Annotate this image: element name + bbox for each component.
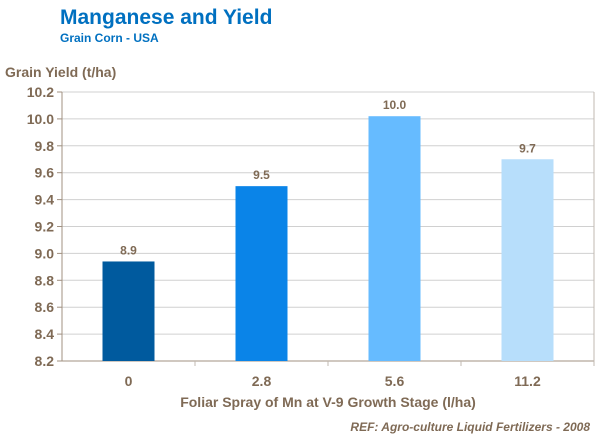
x-tick-label: 2.8 [252,373,272,389]
bar [501,159,554,361]
footnote: REF: Agro-culture Liquid Fertilizers - 2… [350,420,590,434]
y-tick-label: 8.2 [35,353,55,369]
bar [235,186,288,361]
y-tick-label: 10.0 [27,111,54,127]
bar [102,261,155,361]
x-tick-label: 0 [125,373,133,389]
y-tick-label: 9.2 [35,219,55,235]
data-label: 9.7 [519,141,536,155]
y-tick-label: 9.0 [35,245,55,261]
y-tick-label: 9.4 [35,192,55,208]
y-tick-label: 8.4 [35,326,55,342]
data-label: 10.0 [383,98,407,112]
y-tick-label: 9.6 [35,165,55,181]
x-tick-label: 5.6 [385,373,405,389]
y-tick-label: 8.6 [35,299,55,315]
y-tick-label: 9.8 [35,138,55,154]
y-axis-label: Grain Yield (t/ha) [5,64,117,80]
data-label: 8.9 [120,243,137,257]
bar [368,116,421,362]
x-axis-label: Foliar Spray of Mn at V-9 Growth Stage (… [180,394,476,410]
y-tick-label: 8.8 [35,272,55,288]
y-tick-label: 10.2 [27,84,54,100]
chart-title: Manganese and Yield [60,6,273,29]
chart-subtitle: Grain Corn - USA [60,31,159,45]
data-label: 9.5 [253,168,270,182]
x-tick-label: 11.2 [514,373,541,389]
